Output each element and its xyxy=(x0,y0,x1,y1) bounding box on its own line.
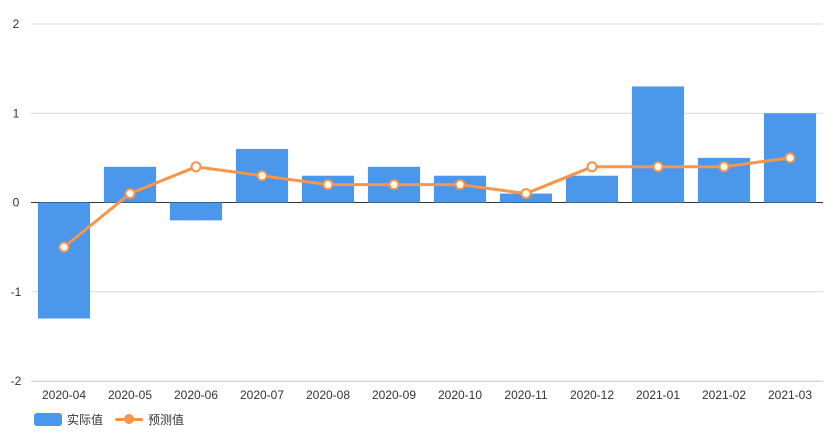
x-tick-label: 2021-03 xyxy=(768,388,812,402)
legend-item-forecast[interactable]: 预测值 xyxy=(115,411,184,428)
y-tick-label: 1 xyxy=(13,106,20,120)
legend-item-actual[interactable]: 实际值 xyxy=(34,411,103,428)
x-tick-label: 2020-11 xyxy=(504,388,547,402)
legend-label-forecast: 预测值 xyxy=(148,412,185,427)
y-tick-label: 2 xyxy=(13,17,20,31)
forecast-point-2020-06 xyxy=(190,161,202,173)
bar-2020-12 xyxy=(565,175,619,203)
x-tick-label: 2020-07 xyxy=(240,388,284,402)
line-layer xyxy=(58,152,796,253)
legend-label-actual: 实际值 xyxy=(67,412,104,427)
x-tick-label: 2021-01 xyxy=(636,388,680,402)
y-tick-label: -1 xyxy=(11,285,22,299)
forecast-point-2020-10 xyxy=(454,179,466,191)
forecast-point-2021-03 xyxy=(784,152,796,164)
bar-2020-06 xyxy=(169,202,223,221)
bar-2021-01 xyxy=(631,86,685,203)
forecast-point-2020-12 xyxy=(586,161,598,173)
x-tick-label: 2020-12 xyxy=(570,388,614,402)
label-layer: 2 1 0 -1 -2 2020-04 2020-05 2020-06 2020-07 2020-… xyxy=(11,17,813,402)
forecast-point-2020-05 xyxy=(124,188,136,200)
forecast-point-2021-02 xyxy=(718,161,730,173)
bar-2020-04 xyxy=(37,202,91,319)
x-tick-label: 2021-02 xyxy=(702,388,746,402)
forecast-point-2020-11 xyxy=(520,188,532,200)
y-tick-label: -2 xyxy=(11,374,22,388)
x-tick-label: 2020-10 xyxy=(438,388,482,402)
forecast-point-2020-04 xyxy=(58,241,70,253)
y-tick-label: 0 xyxy=(13,196,20,210)
forecast-point-2020-08 xyxy=(322,179,334,191)
x-tick-label: 2020-04 xyxy=(42,388,86,402)
x-tick-label: 2020-06 xyxy=(174,388,218,402)
legend-swatch-actual xyxy=(34,412,62,426)
x-tick-label: 2020-09 xyxy=(372,388,416,402)
grid-layer xyxy=(31,23,823,382)
chart-legend: 实际值 预测值 xyxy=(34,409,196,429)
forecast-point-2020-07 xyxy=(256,170,268,182)
forecast-point-2020-09 xyxy=(388,179,400,191)
forecast-line xyxy=(62,156,792,249)
legend-swatch-forecast xyxy=(115,413,144,426)
bar-layer xyxy=(37,86,817,319)
forecast-point-2021-01 xyxy=(652,161,664,173)
x-tick-label: 2020-08 xyxy=(306,388,350,402)
x-tick-label: 2020-05 xyxy=(108,388,152,402)
